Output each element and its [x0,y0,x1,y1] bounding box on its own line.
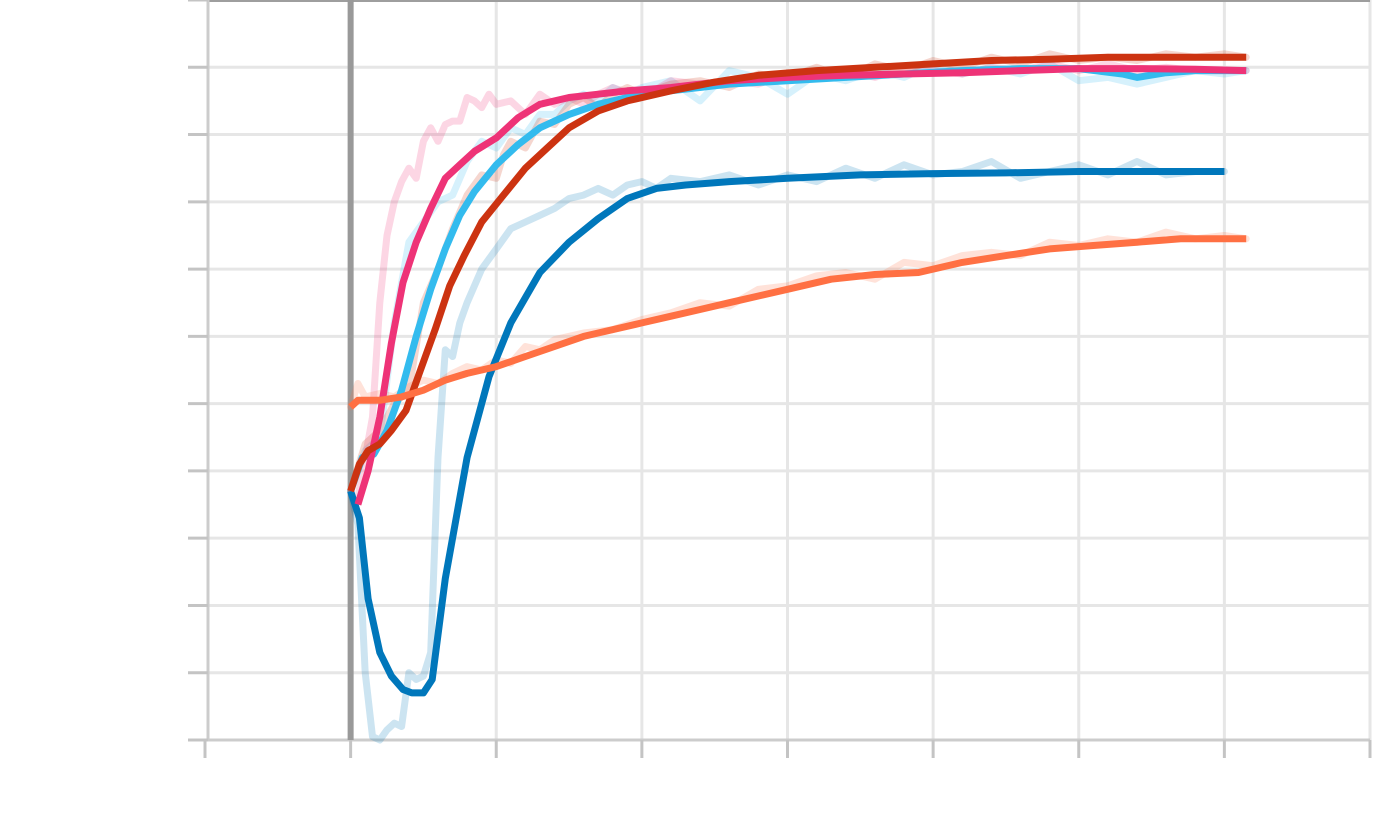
series-1-smoothed-line [347,168,1225,697]
axes [188,0,1372,758]
series-5-raw-line [347,228,1250,411]
series-1-raw-line [347,158,1228,744]
series-5-smoothed-line [348,235,1247,410]
smoothed-series-layer [347,53,1247,697]
series-4-smoothed-line [347,53,1247,493]
series-3-smoothed-line [354,65,1247,506]
